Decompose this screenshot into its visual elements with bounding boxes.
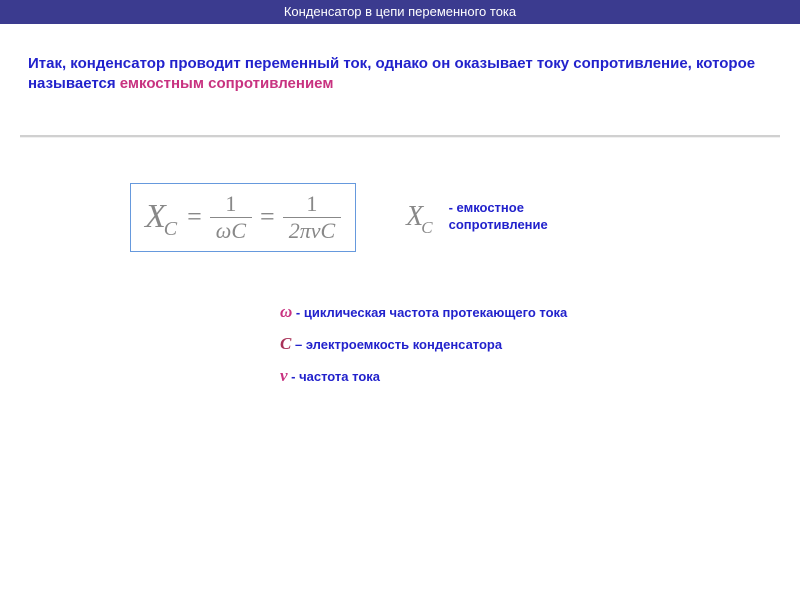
- legend-nu-text: частота тока: [299, 369, 380, 384]
- formula-eq1: =: [187, 202, 202, 232]
- xc-label-line2: сопротивление: [449, 217, 548, 234]
- legend-nu-dash: -: [288, 369, 300, 384]
- formula-row: XC = 1 ωC = 1 2πνC XC - емкостное сопрот…: [130, 183, 800, 252]
- slide-title: Конденсатор в цепи переменного тока: [284, 4, 516, 19]
- slide-header: Конденсатор в цепи переменного тока: [0, 0, 800, 24]
- xc-label: - емкостное сопротивление: [449, 200, 548, 234]
- formula-den1: ωC: [210, 217, 252, 243]
- legend-C: С – электроемкость конденсатора: [280, 334, 800, 354]
- formula-frac1: 1 ωC: [210, 192, 252, 243]
- formula-den2: 2πνC: [283, 217, 341, 243]
- legend-omega-text: циклическая частота протекающего тока: [304, 305, 567, 320]
- formula-frac2: 1 2πνC: [283, 192, 341, 243]
- formula-eq2: =: [260, 202, 275, 232]
- legend: ω - циклическая частота протекающего ток…: [280, 302, 800, 386]
- formula-Xc-left: XC: [145, 198, 179, 236]
- intro-highlight: емкостным сопротивлением: [120, 75, 334, 92]
- legend-omega-sym: ω: [280, 302, 292, 321]
- legend-omega-dash: -: [292, 305, 304, 320]
- formula-sub-C-r: C: [421, 218, 432, 237]
- xc-definition: XC - емкостное сопротивление: [406, 200, 548, 234]
- intro-paragraph: Итак, конденсатор проводит переменный то…: [28, 54, 772, 95]
- formula-num2: 1: [300, 192, 323, 217]
- legend-C-sym: С: [280, 334, 291, 353]
- legend-nu: ν - частота тока: [280, 366, 800, 386]
- legend-C-dash: –: [291, 337, 305, 352]
- legend-omega: ω - циклическая частота протекающего ток…: [280, 302, 800, 322]
- section-divider: [20, 135, 780, 138]
- legend-C-text: электроемкость конденсатора: [306, 337, 502, 352]
- formula-Xc-right: XC: [406, 201, 434, 233]
- formula-sub-C: C: [164, 218, 177, 240]
- formula-num1: 1: [219, 192, 242, 217]
- xc-label-line1: - емкостное: [449, 200, 548, 217]
- formula-X: X: [145, 198, 166, 235]
- legend-nu-sym: ν: [280, 366, 288, 385]
- formula-box: XC = 1 ωC = 1 2πνC: [130, 183, 356, 252]
